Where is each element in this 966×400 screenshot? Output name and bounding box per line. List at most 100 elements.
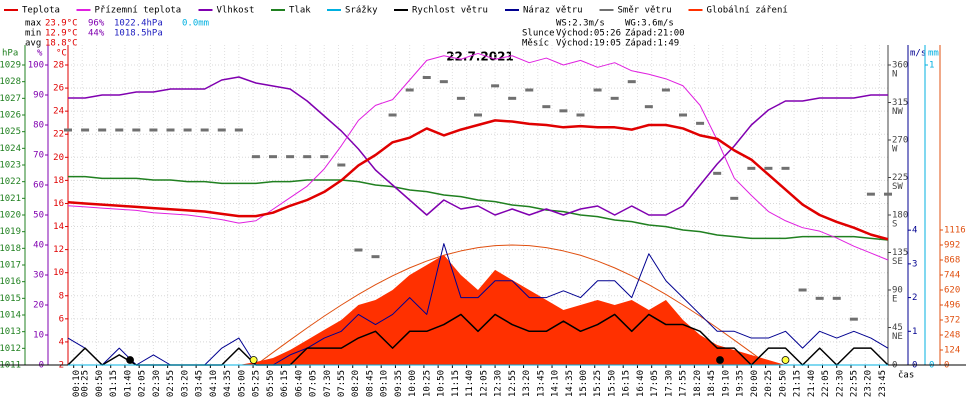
- wind-direction-mark: [798, 288, 807, 292]
- y-tick-label: 16: [53, 199, 64, 209]
- wind-direction-mark: [849, 317, 858, 321]
- stat-temp: 23.9°C: [45, 19, 78, 29]
- x-tick-label: 17:05: [650, 370, 660, 397]
- x-tick-label: 17:30: [664, 370, 674, 397]
- wind-direction-mark: [525, 88, 534, 92]
- y-tick-label: 70: [33, 151, 44, 161]
- x-tick-label: 04:35: [223, 370, 233, 397]
- x-tick-label: 10:50: [437, 370, 447, 397]
- y-tick-label: 90: [892, 286, 903, 296]
- x-tick-label: 19:10: [721, 370, 731, 397]
- x-tick-label: 08:45: [365, 370, 375, 397]
- x-tick-label: 15:25: [593, 370, 603, 397]
- legend-label: Vlhkost: [217, 6, 255, 16]
- stat-temp: 18.8°C: [45, 39, 78, 49]
- x-tick-label: 19:35: [736, 370, 746, 397]
- area: [68, 254, 888, 365]
- wind-direction-mark: [388, 113, 397, 117]
- wind-direction-mark: [884, 192, 892, 196]
- y-tick-label: 1022: [0, 177, 21, 187]
- y-tick-label: 1017: [0, 261, 21, 271]
- y-tick-label: 868: [944, 256, 960, 266]
- wind-direction-mark: [320, 155, 329, 159]
- x-tick-label: 16:15: [622, 370, 632, 397]
- y-tick-label: 124: [944, 346, 960, 356]
- x-tick-label: 21:15: [793, 370, 803, 397]
- y-tick-label: 40: [33, 241, 44, 251]
- wind-direction-mark: [832, 296, 841, 300]
- y-tick-label: 1116: [944, 226, 966, 236]
- x-tick-label: 18:20: [693, 370, 703, 397]
- y-tick-label: 1021: [0, 194, 21, 204]
- y-tick-label: 1014: [0, 311, 21, 321]
- x-tick-label: 03:45: [195, 370, 205, 397]
- x-tick-label: 02:30: [152, 370, 162, 397]
- x-tick-label: 11:15: [451, 370, 461, 397]
- wind-direction-mark: [337, 163, 346, 167]
- y-tick-label: 1023: [0, 161, 21, 171]
- stat-hum: 44%: [88, 29, 105, 39]
- axis-unit: m/s: [910, 49, 926, 59]
- x-tick-label: 20:00: [750, 370, 760, 397]
- wind-direction-mark: [286, 155, 295, 159]
- info-ws: WS:2.3m/s: [556, 19, 605, 29]
- wind-direction-mark: [371, 255, 380, 259]
- info-name: Slunce: [522, 29, 555, 39]
- y-tick-label: 372: [944, 316, 960, 326]
- info-set: Západ:21:00: [625, 29, 685, 39]
- x-tick-label: 14:10: [551, 370, 561, 397]
- wind-direction-mark: [81, 128, 90, 132]
- x-tick-label: 15:00: [579, 370, 589, 397]
- y-tick-label: 2: [912, 293, 917, 303]
- x-tick-label: 09:10: [380, 370, 390, 397]
- y-tick-label: 18: [53, 176, 64, 186]
- x-tick-label: 12:55: [508, 370, 518, 397]
- x-tick-label: 22:55: [849, 370, 859, 397]
- x-tick-label: 20:50: [778, 370, 788, 397]
- x-tick-label: 16:40: [636, 370, 646, 397]
- y-tick-label: 1024: [0, 144, 21, 154]
- y-tick-label: 992: [944, 241, 960, 251]
- wind-direction-mark: [64, 128, 72, 132]
- y-tick-label: 24: [53, 107, 64, 117]
- info-name: Měsíc: [522, 39, 549, 49]
- legend-label: Globální záření: [707, 6, 788, 16]
- x-tick-label: 01:40: [123, 370, 133, 397]
- x-tick-label: 21:40: [807, 370, 817, 397]
- stat-pres: 1022.4hPa: [114, 19, 163, 29]
- wind-direction-mark: [269, 155, 277, 159]
- y-tick-label: 1018: [0, 244, 21, 254]
- y-tick-label: 1027: [0, 94, 21, 104]
- x-tick-label: 00:10: [72, 370, 82, 397]
- compass-label: NW: [892, 107, 903, 117]
- stat-label: max: [25, 19, 42, 29]
- wind-direction-mark: [234, 128, 243, 132]
- y-tick-label: 45: [892, 323, 903, 333]
- x-tick-label: 07:55: [337, 370, 347, 397]
- wind-direction-mark: [713, 171, 722, 175]
- wind-direction-mark: [439, 80, 448, 84]
- wind-direction-mark: [576, 113, 585, 117]
- event-dot: [716, 356, 724, 364]
- x-tick-label: 13:20: [522, 370, 532, 397]
- y-tick-label: 225: [892, 173, 908, 183]
- axis-unit: mm: [928, 49, 939, 59]
- y-tick-label: 248: [944, 331, 960, 341]
- x-tick-label: 02:05: [138, 370, 148, 397]
- y-tick-label: 1: [912, 327, 917, 337]
- line: [67, 119, 889, 241]
- wind-direction-mark: [764, 166, 773, 170]
- info-rise: Východ:19:05: [556, 39, 621, 49]
- compass-label: SW: [892, 182, 903, 192]
- compass-label: E: [892, 295, 897, 305]
- wind-direction-mark: [508, 96, 517, 100]
- x-tick-label: 23:45: [878, 370, 888, 397]
- wind-direction-mark: [251, 155, 260, 159]
- y-tick-label: 744: [944, 271, 960, 281]
- line: [67, 52, 889, 261]
- y-tick-label: 1: [929, 61, 934, 71]
- wind-direction-mark: [405, 88, 414, 92]
- x-tick-label: 04:10: [209, 370, 219, 397]
- y-tick-label: 12: [53, 245, 64, 255]
- x-tick-label: 06:40: [294, 370, 304, 397]
